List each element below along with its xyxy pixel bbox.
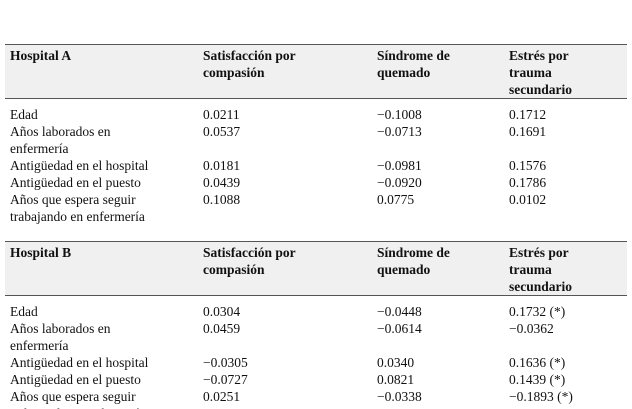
- header-cell: Hospital A: [5, 44, 198, 99]
- correlation-table: Hospital A Satisfacción por compasión Sínd…: [5, 44, 627, 409]
- cell: Años que espera seguir trabajando en enf…: [5, 388, 198, 409]
- header-cell: Síndrome de quemado: [372, 241, 504, 296]
- cell: Antigüedad en el puesto: [10, 372, 141, 387]
- header-cell: Satisfacción por compasión: [198, 241, 372, 296]
- cell: −0.1893 (*): [504, 388, 627, 409]
- cell: −0.0713: [377, 124, 422, 139]
- data-row: Años laborados en enfermería 0.0537 −0.071…: [5, 123, 627, 157]
- cell: −0.0338: [372, 388, 504, 409]
- data-row: Antigüedad en el puesto 0.0439 −0.0920 0.17…: [5, 174, 627, 191]
- cell: −0.0448: [377, 304, 422, 319]
- data-row: Antigüedad en el hospital 0.0181 −0.0981 0.…: [5, 157, 627, 174]
- header-row: Hospital A Satisfacción por compasión Sínd…: [5, 44, 627, 99]
- cell: −0.0920: [377, 175, 422, 190]
- cell: 0.0775: [377, 192, 415, 207]
- cell: −0.0305: [203, 355, 248, 370]
- cell: 0.0304: [203, 304, 241, 319]
- header-cell: Satisfacción por compasión: [198, 44, 372, 99]
- cell: −0.0981: [377, 158, 422, 173]
- cell: −0.0614: [377, 321, 422, 336]
- cell: 0.0102: [509, 192, 547, 207]
- cell: 0.0181: [203, 158, 241, 173]
- cell: 0.0821: [377, 372, 415, 387]
- cell: Antigüedad en el hospital: [10, 158, 149, 173]
- cell: 0.0439: [203, 175, 241, 190]
- header-cell: Estrés por trauma secundario: [504, 241, 627, 296]
- data-row: Edad 0.0304 −0.0448 0.1732 (*): [5, 296, 627, 321]
- cell: Años que espera seguir trabajando en enf…: [10, 192, 145, 224]
- cell: 0.1088: [203, 192, 241, 207]
- cell: Edad: [10, 107, 38, 122]
- cell: Años laborados en enfermería: [10, 124, 111, 156]
- header-row: Hospital B Satisfacción por compasión Sínd…: [5, 241, 627, 296]
- cell: 0.0340: [377, 355, 415, 370]
- cell: Antigüedad en el hospital: [10, 355, 149, 370]
- cell: −0.0362: [509, 321, 554, 336]
- data-row: Años que espera seguir trabajando en enf…: [5, 191, 627, 225]
- data-row: Años laborados en enfermería 0.0459 −0.061…: [5, 320, 627, 354]
- header-cell: Hospital B: [5, 241, 198, 296]
- spacer-cell: [5, 225, 627, 242]
- data-row: Años que espera seguir trabajando en enf…: [5, 388, 627, 409]
- cell: 0.1732 (*): [509, 304, 566, 319]
- cell: Años laborados en enfermería: [10, 321, 111, 353]
- header-cell: Síndrome de quemado: [372, 44, 504, 99]
- data-row: Edad 0.0211 −0.1008 0.1712: [5, 99, 627, 124]
- cell: 0.1636 (*): [509, 355, 566, 370]
- cell: 0.1786: [509, 175, 547, 190]
- data-row: Antigüedad en el puesto −0.0727 0.0821 0.14…: [5, 371, 627, 388]
- cell: 0.0211: [203, 107, 240, 122]
- cell: 0.1691: [509, 124, 547, 139]
- cell: 0.1576: [509, 158, 547, 173]
- cell: −0.0727: [203, 372, 248, 387]
- cell: 0.0459: [203, 321, 241, 336]
- cell: −0.1008: [377, 107, 422, 122]
- header-cell: Estrés por trauma secundario: [504, 44, 627, 99]
- cell: Edad: [10, 304, 38, 319]
- cell: Antigüedad en el puesto: [10, 175, 141, 190]
- spacer-row: [5, 225, 627, 242]
- cell: 0.0537: [203, 124, 241, 139]
- cell: 0.0251: [198, 388, 372, 409]
- cell: 0.1439 (*): [509, 372, 566, 387]
- cell: 0.1712: [509, 107, 547, 122]
- data-row: Antigüedad en el hospital −0.0305 0.0340 0.…: [5, 354, 627, 371]
